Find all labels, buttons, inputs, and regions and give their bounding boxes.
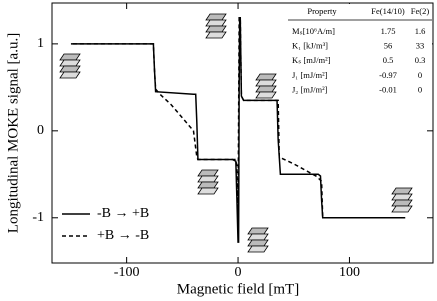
table-cell: 1.6 — [415, 26, 426, 36]
table-cell: 1.75 — [381, 26, 396, 36]
y-tick-label: -1 — [32, 210, 44, 225]
y-tick-label: 0 — [37, 123, 44, 138]
y-tick-label: 1 — [37, 36, 44, 51]
table-header: Property — [307, 6, 337, 16]
inset-table: Property Fe(14/10) Fe(2) Mₛ[10⁶A/m] 1.75 1.6 K… — [286, 4, 432, 106]
table-cell: Kₛ [mJ/m²] — [292, 55, 331, 65]
legend-label: +B → -B — [97, 228, 149, 243]
layer-stack-icon — [205, 13, 227, 39]
data-line — [70, 17, 406, 243]
y-axis-label: Longitudinal MOKE signal [a.u.] — [5, 33, 21, 233]
table-header: Fe(2) — [411, 6, 430, 16]
table-cell: 56 — [384, 41, 393, 51]
table-cell: J₂ [mJ/m²] — [292, 84, 328, 94]
table-cell: 33 — [416, 41, 425, 51]
layer-stack-icon — [247, 227, 269, 253]
table-cell: J₁ [mJ/m²] — [292, 70, 328, 80]
layer-stack-icon — [391, 187, 413, 213]
table-background — [286, 4, 432, 106]
table-cell: K₁ [kJ/m³] — [292, 41, 328, 51]
layer-stack-icon — [255, 73, 277, 99]
table-cell: 0 — [418, 84, 422, 94]
legend: -B → +B +B → -B — [62, 206, 149, 243]
data-line — [70, 17, 406, 219]
plot-frame — [51, 2, 434, 264]
x-tick-label: 0 — [235, 265, 242, 280]
x-tick-label: -100 — [114, 265, 140, 280]
table-cell: Mₛ[10⁶A/m] — [292, 26, 335, 36]
legend-label: -B → +B — [97, 206, 149, 221]
layer-stack-icon — [59, 53, 81, 79]
x-axis-label: Magnetic field [mT] — [177, 281, 299, 297]
x-tick-label: 100 — [339, 265, 360, 280]
table-cell: 0 — [418, 70, 422, 80]
table-cell: -0.01 — [379, 84, 397, 94]
table-cell: 0.3 — [415, 55, 426, 65]
table-cell: -0.97 — [379, 70, 397, 80]
layer-stack-icon — [197, 169, 219, 195]
table-header: Fe(14/10) — [371, 6, 405, 16]
table-cell: 0.5 — [383, 55, 394, 65]
